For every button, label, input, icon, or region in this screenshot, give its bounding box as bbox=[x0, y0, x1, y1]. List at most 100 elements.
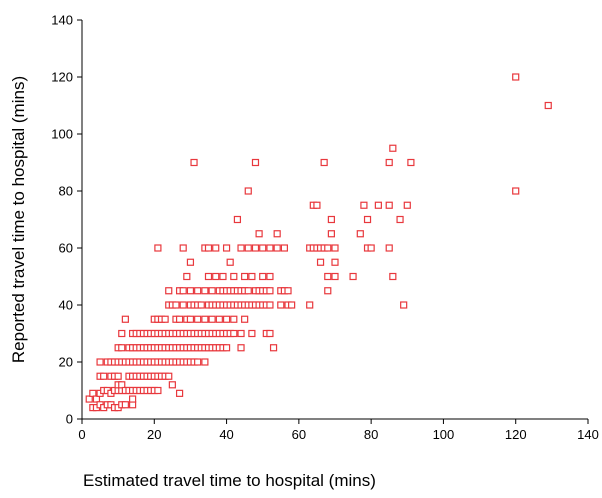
data-point bbox=[244, 187, 252, 195]
data-point bbox=[172, 301, 180, 309]
data-point bbox=[269, 344, 278, 352]
data-point bbox=[400, 301, 408, 309]
data-point bbox=[201, 358, 209, 366]
data-point bbox=[118, 329, 126, 338]
data-point bbox=[241, 272, 249, 281]
data-point bbox=[96, 358, 104, 366]
data-point bbox=[204, 272, 213, 281]
data-point bbox=[194, 287, 202, 295]
data-point bbox=[230, 315, 238, 323]
data-point bbox=[201, 315, 209, 323]
data-point bbox=[197, 301, 205, 309]
data-point bbox=[179, 287, 187, 295]
data-point bbox=[280, 244, 288, 252]
data-point bbox=[389, 144, 397, 152]
data-point bbox=[266, 244, 274, 252]
data-point bbox=[89, 389, 97, 397]
data-point bbox=[100, 372, 108, 380]
data-point bbox=[222, 244, 231, 252]
data-point bbox=[251, 244, 260, 252]
data-point bbox=[331, 272, 339, 281]
x-tick-label: 60 bbox=[292, 427, 306, 442]
data-point bbox=[273, 244, 281, 252]
data-point bbox=[244, 244, 252, 252]
data-point bbox=[222, 344, 231, 352]
data-point bbox=[327, 230, 335, 238]
y-tick-label: 40 bbox=[59, 298, 73, 313]
data-point bbox=[266, 329, 274, 338]
data-point bbox=[327, 215, 335, 224]
data-point bbox=[374, 201, 382, 209]
y-axis-ticks: 0 20 40 60 80 100 120 140 bbox=[51, 13, 82, 427]
data-point bbox=[129, 401, 137, 409]
data-point bbox=[324, 272, 332, 281]
data-point bbox=[259, 244, 267, 252]
data-point bbox=[179, 244, 187, 252]
x-tick-label: 40 bbox=[219, 427, 233, 442]
data-point bbox=[266, 301, 274, 309]
data-point bbox=[324, 244, 332, 252]
data-point bbox=[154, 244, 162, 252]
data-point bbox=[385, 158, 393, 167]
data-point bbox=[194, 315, 202, 323]
data-point bbox=[208, 287, 216, 295]
data-point bbox=[407, 158, 415, 167]
data-point bbox=[385, 201, 393, 209]
data-point bbox=[230, 272, 238, 281]
data-point bbox=[512, 73, 520, 81]
data-point bbox=[237, 344, 245, 352]
data-point bbox=[233, 215, 242, 224]
data-point bbox=[161, 315, 169, 323]
x-tick-label: 80 bbox=[364, 427, 378, 442]
data-point bbox=[331, 244, 339, 252]
data-point bbox=[237, 329, 245, 338]
axes bbox=[81, 20, 588, 420]
data-point bbox=[248, 329, 256, 338]
data-point bbox=[129, 395, 137, 403]
x-tick-label: 100 bbox=[433, 427, 455, 442]
data-point bbox=[92, 395, 101, 403]
y-tick-label: 140 bbox=[51, 13, 73, 28]
data-point bbox=[512, 187, 520, 195]
data-point bbox=[226, 258, 234, 266]
data-point bbox=[222, 315, 231, 323]
data-point bbox=[389, 272, 397, 281]
data-point bbox=[118, 381, 126, 389]
data-point bbox=[186, 258, 195, 266]
y-tick-label: 80 bbox=[59, 184, 73, 199]
data-point bbox=[215, 315, 223, 323]
x-tick-label: 120 bbox=[505, 427, 527, 442]
data-point bbox=[306, 301, 314, 309]
data-point bbox=[255, 230, 263, 238]
data-point bbox=[201, 287, 209, 295]
data-point bbox=[186, 287, 195, 295]
x-tick-label: 140 bbox=[577, 427, 599, 442]
data-point bbox=[349, 272, 357, 281]
y-tick-label: 0 bbox=[66, 412, 73, 427]
data-point bbox=[165, 372, 173, 380]
data-point bbox=[121, 401, 129, 409]
data-points bbox=[85, 73, 552, 412]
x-tick-label: 20 bbox=[147, 427, 161, 442]
x-tick-label: 0 bbox=[78, 427, 85, 442]
y-tick-label: 120 bbox=[51, 70, 73, 85]
data-point bbox=[121, 315, 129, 323]
data-point bbox=[154, 386, 162, 395]
data-point bbox=[190, 158, 198, 167]
data-point bbox=[331, 258, 339, 266]
data-point bbox=[85, 395, 93, 403]
data-point bbox=[175, 389, 184, 397]
data-point bbox=[241, 315, 249, 323]
data-point bbox=[194, 358, 202, 366]
data-point bbox=[259, 272, 267, 281]
data-point bbox=[237, 244, 245, 252]
data-point bbox=[248, 272, 256, 281]
data-point bbox=[360, 201, 368, 209]
data-point bbox=[266, 287, 274, 295]
data-point bbox=[385, 244, 393, 252]
data-point bbox=[165, 287, 173, 295]
x-axis-ticks: 0 20 40 60 80 100 120 140 bbox=[78, 419, 599, 442]
data-point bbox=[266, 272, 274, 281]
